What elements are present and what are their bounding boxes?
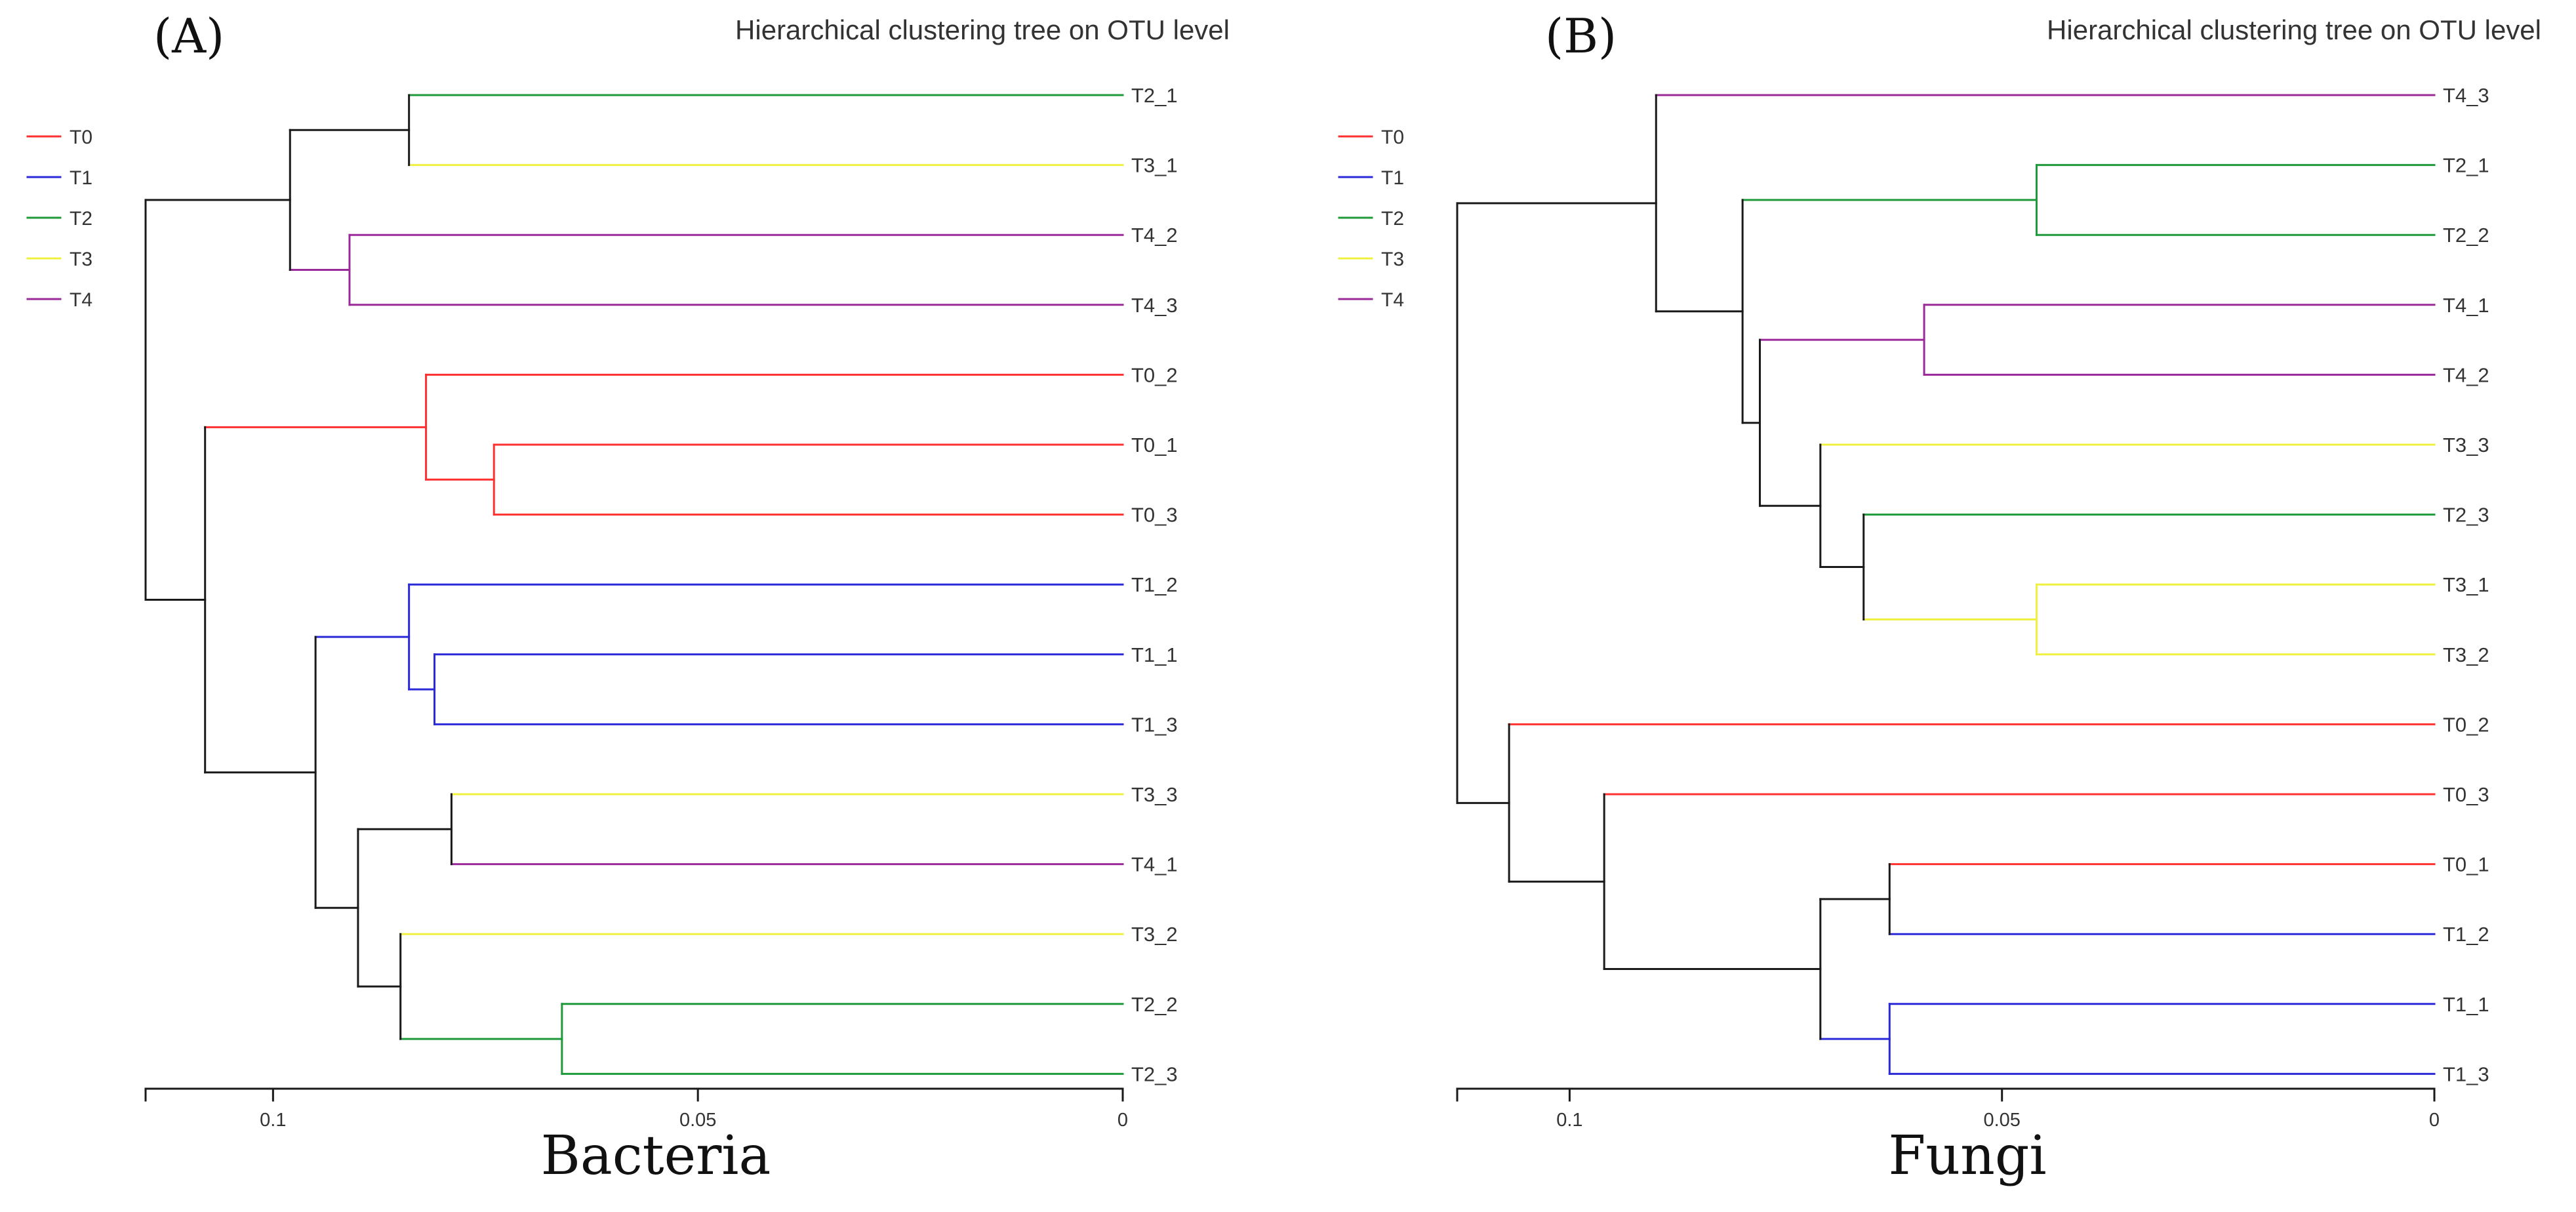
legend: T0 T1 T2 T3 T4 xyxy=(1338,127,1404,311)
legend-label: T2 xyxy=(1381,208,1404,230)
fungi-dendrogram-panel: T4_3 T2_1 T2_2 T4_1 T4_2 T3_3 T2_3 T3_1 T3_2 T0_2… xyxy=(1338,9,2541,1187)
legend: T0 T1 T2 T3 T4 xyxy=(26,127,92,311)
bacteria-dendrogram-panel: T2_1 T3_1 T4_2 T4_3 T0_2 T0_1 T0_3 T1_2 T1_1 T1_3… xyxy=(26,9,1230,1187)
leaf-label: T2_3 xyxy=(2443,504,2489,527)
legend-label: T0 xyxy=(1381,127,1404,148)
leaf-label: T0_1 xyxy=(1131,434,1178,456)
legend-label: T3 xyxy=(1381,249,1404,270)
panel-label: (B) xyxy=(1545,9,1617,64)
leaf-label: T3_3 xyxy=(1131,783,1178,806)
legend-label: T3 xyxy=(70,249,92,270)
leaf-label: T0_3 xyxy=(1131,504,1178,527)
chart-title: Hierarchical clustering tree on OTU leve… xyxy=(735,14,1230,45)
leaf-label: T0_3 xyxy=(2443,783,2489,806)
leaf-label: T4_3 xyxy=(1131,294,1178,317)
x-tick-label: 0.1 xyxy=(1556,1110,1582,1131)
leaf-label: T1_2 xyxy=(1131,573,1178,596)
leaf-label: T4_1 xyxy=(2443,294,2489,317)
leaf-label: T1_3 xyxy=(2443,1062,2489,1085)
leaf-label: T0_2 xyxy=(2443,713,2489,736)
panel-label: (A) xyxy=(153,9,224,64)
x-tick-label: 0 xyxy=(2429,1110,2440,1131)
legend-label: T1 xyxy=(70,167,92,189)
leaf-label: T4_3 xyxy=(2443,84,2489,107)
legend-label: T4 xyxy=(1381,289,1404,311)
leaf-label: T2_3 xyxy=(1131,1062,1178,1085)
x-tick-label: 0 xyxy=(1117,1110,1128,1131)
x-axis-label: Fungi xyxy=(1888,1125,2046,1187)
leaf-label: T4_1 xyxy=(1131,853,1178,876)
leaf-label: T1_3 xyxy=(1131,713,1178,736)
chart-title: Hierarchical clustering tree on OTU leve… xyxy=(2047,14,2541,45)
x-tick-label: 0.05 xyxy=(679,1110,716,1131)
leaf-label: T3_1 xyxy=(1131,154,1178,177)
leaf-label: T2_2 xyxy=(2443,224,2489,247)
legend-label: T1 xyxy=(1381,167,1404,189)
leaf-label: T3_3 xyxy=(2443,434,2489,456)
legend-label: T4 xyxy=(70,289,92,311)
leaf-label: T1_1 xyxy=(2443,993,2489,1016)
leaf-label: T0_2 xyxy=(1131,363,1178,386)
legend-label: T0 xyxy=(70,127,92,148)
leaf-label: T3_2 xyxy=(1131,923,1178,946)
x-tick-label: 0.05 xyxy=(1983,1110,2020,1131)
legend-label: T2 xyxy=(70,208,92,230)
leaf-label: T2_2 xyxy=(1131,993,1178,1016)
leaf-label: T0_1 xyxy=(2443,853,2489,876)
x-axis-label: Bacteria xyxy=(541,1125,771,1187)
leaf-label: T1_2 xyxy=(2443,923,2489,946)
leaf-label: T4_2 xyxy=(1131,224,1178,247)
leaf-label: T1_1 xyxy=(1131,643,1178,666)
leaf-label: T2_1 xyxy=(2443,154,2489,177)
x-tick-label: 0.1 xyxy=(260,1110,286,1131)
leaf-label: T4_2 xyxy=(2443,363,2489,386)
leaf-label: T3_1 xyxy=(2443,573,2489,596)
leaf-label: T2_1 xyxy=(1131,84,1178,107)
leaf-label: T3_2 xyxy=(2443,643,2489,666)
